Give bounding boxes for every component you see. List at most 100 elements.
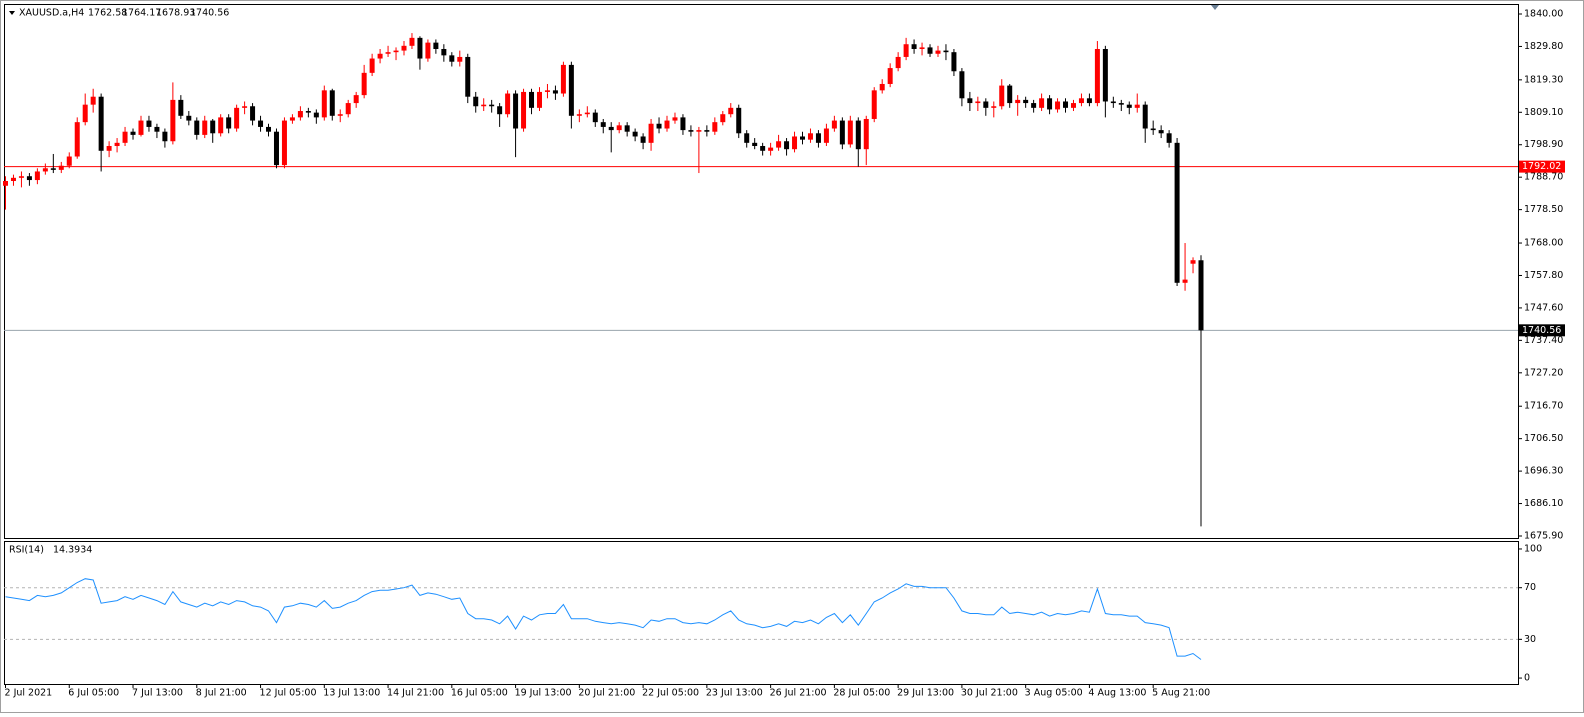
candle-body	[1094, 48, 1100, 104]
candle-body	[18, 176, 24, 178]
y-tick-label: 1737.40	[1524, 335, 1563, 346]
candle-body	[457, 56, 463, 62]
x-tick-label: 28 Jul 05:00	[833, 688, 890, 699]
x-tick-label: 4 Aug 13:00	[1088, 688, 1146, 699]
candle-body	[552, 90, 558, 94]
candle-body	[521, 91, 527, 129]
header-low: 1678.93	[156, 8, 195, 19]
candle-body	[943, 50, 949, 53]
candle-body	[712, 122, 718, 132]
rsi-line	[5, 578, 1202, 660]
candle-body	[337, 114, 343, 116]
candle-body	[999, 85, 1005, 107]
candle-body	[704, 130, 710, 132]
candle-body	[82, 104, 88, 123]
x-tick-label: 26 Jul 21:00	[770, 688, 827, 699]
candle-body	[417, 37, 423, 59]
candle-body	[162, 131, 168, 142]
candle-body	[353, 95, 359, 104]
candle-body	[672, 117, 678, 121]
candle-body	[560, 64, 566, 94]
x-tick-label: 16 Jul 05:00	[451, 688, 508, 699]
candle-body	[903, 44, 909, 57]
y-tick-label: 1778.50	[1524, 204, 1563, 215]
candle-body	[138, 120, 144, 135]
candle-body	[544, 90, 550, 92]
candle-body	[736, 107, 742, 134]
candle-body	[1182, 279, 1188, 283]
header-close: 1740.56	[190, 8, 229, 19]
y-tick-label: 1809.10	[1524, 107, 1563, 118]
candle-body	[489, 104, 495, 107]
x-tick-label: 23 Jul 13:00	[706, 688, 763, 699]
candle-body	[258, 120, 264, 127]
candle-body	[1118, 103, 1124, 105]
candle-body	[584, 112, 590, 115]
candle-body	[529, 91, 535, 108]
candle-body	[1063, 101, 1069, 108]
candle-body	[744, 133, 750, 143]
candle-body	[1142, 104, 1148, 129]
candle-body	[656, 123, 662, 129]
x-tick-label: 5 Aug 21:00	[1152, 688, 1210, 699]
candle-body	[640, 136, 646, 143]
candle-body	[186, 115, 192, 121]
candle-body	[1078, 98, 1084, 104]
y-tick-label: 1706.50	[1524, 433, 1563, 444]
candle-body	[624, 125, 630, 132]
y-tick-label: 1727.20	[1524, 367, 1563, 378]
candle-body	[34, 171, 40, 181]
candle-body	[1007, 85, 1013, 104]
header-high: 1764.17	[122, 8, 161, 19]
rsi-y-tick-label: 0	[1524, 673, 1530, 684]
candle-body	[242, 106, 248, 108]
candle-body	[959, 71, 965, 99]
candle-body	[393, 50, 399, 53]
candle-body	[401, 45, 407, 51]
candle-body	[847, 120, 853, 145]
candle-body	[720, 114, 726, 123]
candle-body	[1110, 101, 1116, 104]
x-tick-label: 19 Jul 13:00	[515, 688, 572, 699]
y-tick-label: 1798.90	[1524, 139, 1563, 150]
candle-body	[895, 56, 901, 69]
candle-body	[305, 111, 311, 113]
candle-body	[234, 107, 240, 129]
last-price-tag	[1519, 324, 1565, 337]
candle-body	[792, 136, 798, 150]
candle-body	[98, 96, 104, 151]
x-tick-label: 8 Jul 21:00	[196, 688, 247, 699]
rsi-pane	[4, 541, 1519, 685]
candle-body	[154, 126, 160, 132]
candle-body	[871, 90, 877, 119]
rsi-y-tick-label: 30	[1524, 634, 1536, 645]
candle-body	[1023, 99, 1029, 104]
candle-body	[289, 117, 295, 121]
symbol: XAUUSD.a,H4	[19, 8, 84, 19]
candle-body	[568, 64, 574, 116]
candle-body	[58, 165, 64, 170]
candle-body	[74, 122, 80, 157]
candle-body	[919, 47, 925, 49]
candle-body	[648, 123, 654, 143]
x-tick-label: 3 Aug 05:00	[1025, 688, 1083, 699]
candle-body	[728, 107, 734, 115]
y-tick-label: 1696.30	[1524, 466, 1563, 477]
x-tick-label: 7 Jul 13:00	[132, 688, 183, 699]
candle-body	[1126, 104, 1132, 108]
candle-body	[807, 133, 813, 140]
candle-body	[481, 104, 487, 107]
candle-body	[776, 141, 782, 148]
candle-body	[178, 99, 184, 116]
candle-body	[951, 52, 957, 72]
shift-marker	[1211, 5, 1219, 10]
x-tick-label: 29 Jul 13:00	[897, 688, 954, 699]
candle-body	[1102, 48, 1108, 102]
y-tick-label: 1840.00	[1524, 9, 1563, 20]
x-tick-label: 13 Jul 13:00	[323, 688, 380, 699]
candle-body	[664, 120, 670, 129]
candle-body	[688, 130, 694, 132]
candle-body	[696, 130, 702, 132]
candle-body	[90, 96, 96, 105]
